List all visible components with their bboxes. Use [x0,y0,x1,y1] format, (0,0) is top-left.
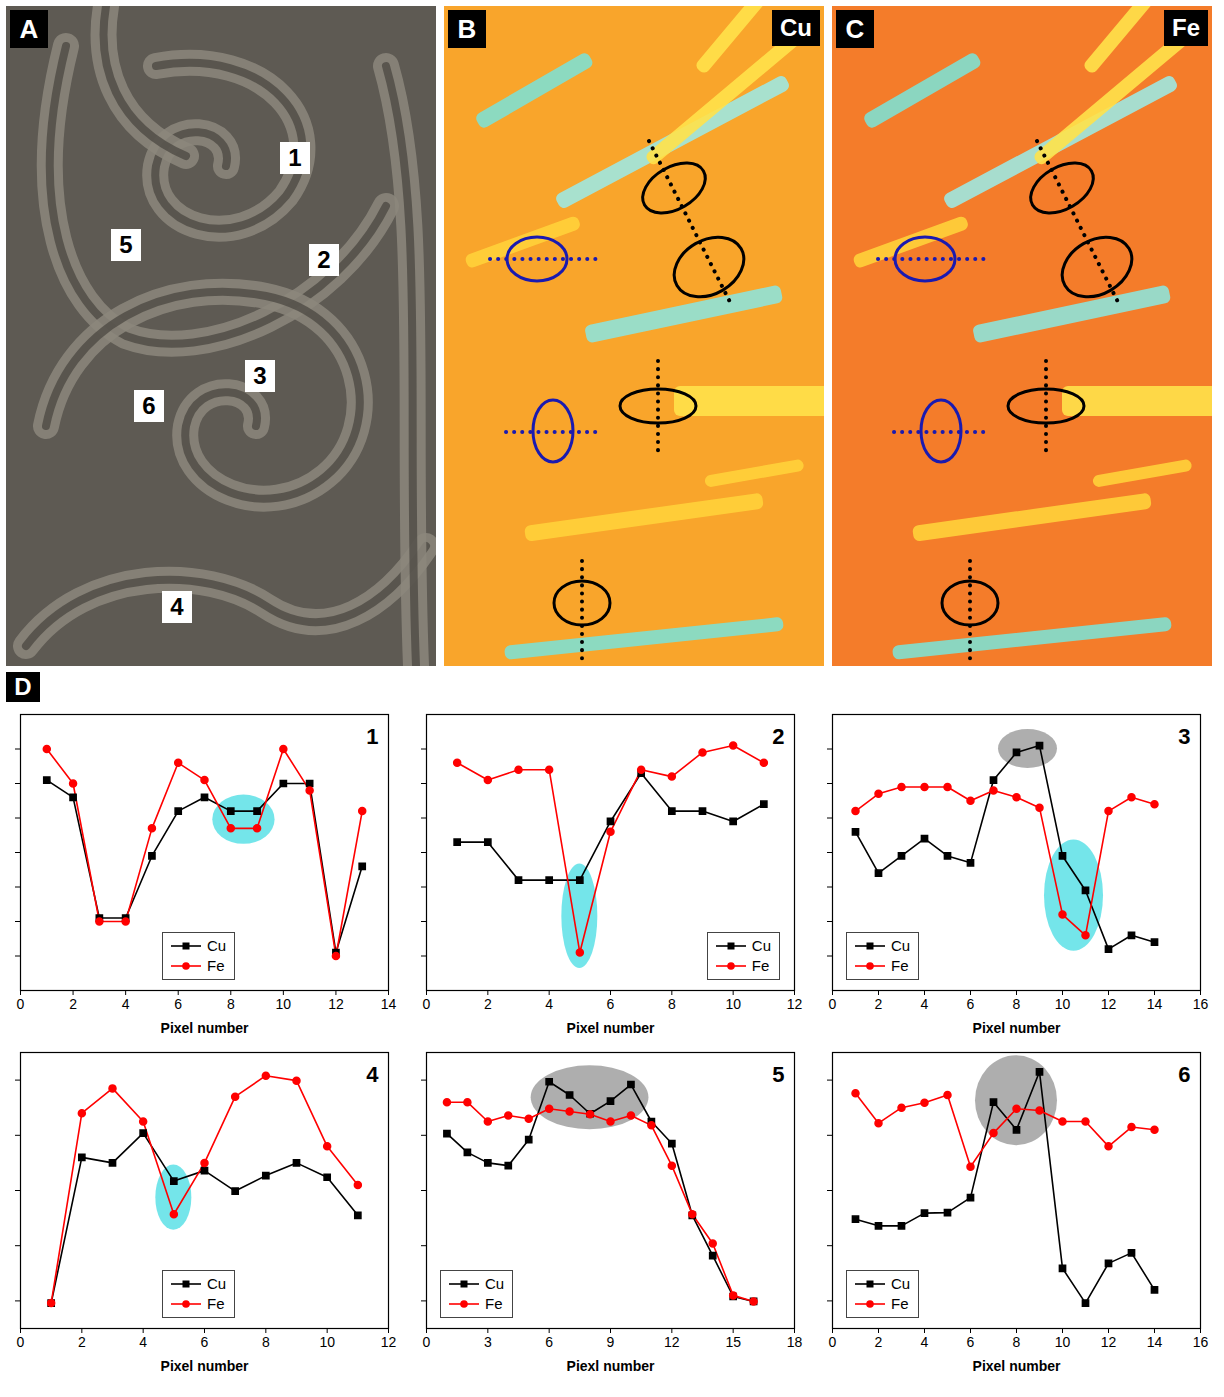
svg-text:14: 14 [1147,1334,1163,1350]
html-text:C: C [845,14,865,44]
svg-text:12: 12 [381,1334,397,1350]
html-text:Cu: Cu [891,937,911,954]
svg-text:4: 4 [139,1334,147,1350]
svg-text:10: 10 [1055,1334,1071,1350]
html-text:Cu: Cu [207,937,227,954]
svg-text:6: 6 [174,996,182,1012]
svg-text:2: 2 [78,1334,86,1350]
svg-text:8: 8 [1013,996,1021,1012]
svg-text:6: 6 [967,1334,975,1350]
svg-text:0: 0 [829,996,837,1012]
svg-text:2: 2 [875,1334,883,1350]
svg-text:14: 14 [1147,996,1163,1012]
svg-text:12: 12 [1101,996,1117,1012]
svg-text:16: 16 [1193,996,1209,1012]
svg-text:2: 2 [875,996,883,1012]
svg-text:5: 5 [772,1062,784,1087]
html-text:B: B [457,14,477,44]
svg-text:9: 9 [607,1334,615,1350]
html-text:Fe: Fe [207,1295,225,1312]
svg-text:4: 4 [921,1334,929,1350]
html-text:Cu: Cu [207,1275,227,1292]
svg-text:12: 12 [787,996,803,1012]
svg-text:2: 2 [484,996,492,1012]
svg-text:4: 4 [921,996,929,1012]
svg-text:12: 12 [664,1334,680,1350]
svg-text:0: 0 [423,1334,431,1350]
html-text:Cu: Cu [485,1275,505,1292]
svg-text:Pixel number: Pixel number [161,1020,249,1036]
html-text:Fe: Fe [1172,14,1200,41]
svg-text:Pixel number: Pixel number [161,1358,249,1374]
svg-text:Piexl number: Piexl number [567,1358,655,1374]
svg-text:6: 6 [201,1334,209,1350]
svg-text:4: 4 [545,996,553,1012]
svg-text:3: 3 [253,362,266,389]
html-text:Fe: Fe [751,957,770,974]
svg-text:10: 10 [725,996,741,1012]
svg-text:1: 1 [288,144,301,171]
svg-text:18: 18 [787,1334,803,1350]
svg-text:15: 15 [725,1334,741,1350]
svg-text:8: 8 [668,996,676,1012]
svg-text:6: 6 [545,1334,553,1350]
svg-text:0: 0 [829,1334,837,1350]
svg-text:8: 8 [262,1334,270,1350]
svg-text:6: 6 [1178,1062,1190,1087]
svg-text:4: 4 [170,593,184,620]
svg-text:4: 4 [122,996,130,1012]
svg-text:Pixel number: Pixel number [567,1020,655,1036]
html-text:Cu: Cu [751,937,771,954]
svg-text:6: 6 [607,996,615,1012]
svg-text:12: 12 [328,996,344,1012]
svg-text:Pixel number: Pixel number [973,1358,1061,1374]
html-text:Fe: Fe [485,1295,503,1312]
html-text:Cu: Cu [780,14,812,41]
html-text:D: D [14,673,32,700]
html-text:Cu: Cu [891,1275,911,1292]
svg-text:8: 8 [1013,1334,1021,1350]
svg-text:2: 2 [69,996,77,1012]
svg-text:12: 12 [1101,1334,1117,1350]
svg-text:6: 6 [142,392,155,419]
svg-text:16: 16 [1193,1334,1209,1350]
svg-text:2: 2 [772,724,784,749]
svg-text:3: 3 [484,1334,492,1350]
svg-text:10: 10 [276,996,292,1012]
svg-text:10: 10 [319,1334,335,1350]
svg-text:1: 1 [366,724,378,749]
svg-text:0: 0 [17,996,25,1012]
html-text:Fe: Fe [891,957,909,974]
svg-text:Pixel number: Pixel number [973,1020,1061,1036]
html-text:Fe: Fe [207,957,225,974]
svg-text:5: 5 [119,231,132,258]
svg-text:3: 3 [1178,724,1190,749]
html-text:A: A [19,14,39,44]
svg-text:0: 0 [423,996,431,1012]
svg-text:0: 0 [17,1334,25,1350]
svg-text:4: 4 [366,1062,379,1087]
html-text:Fe: Fe [891,1295,909,1312]
svg-text:8: 8 [227,996,235,1012]
svg-text:6: 6 [967,996,975,1012]
svg-text:14: 14 [381,996,397,1012]
svg-text:10: 10 [1055,996,1071,1012]
svg-text:2: 2 [317,246,330,273]
